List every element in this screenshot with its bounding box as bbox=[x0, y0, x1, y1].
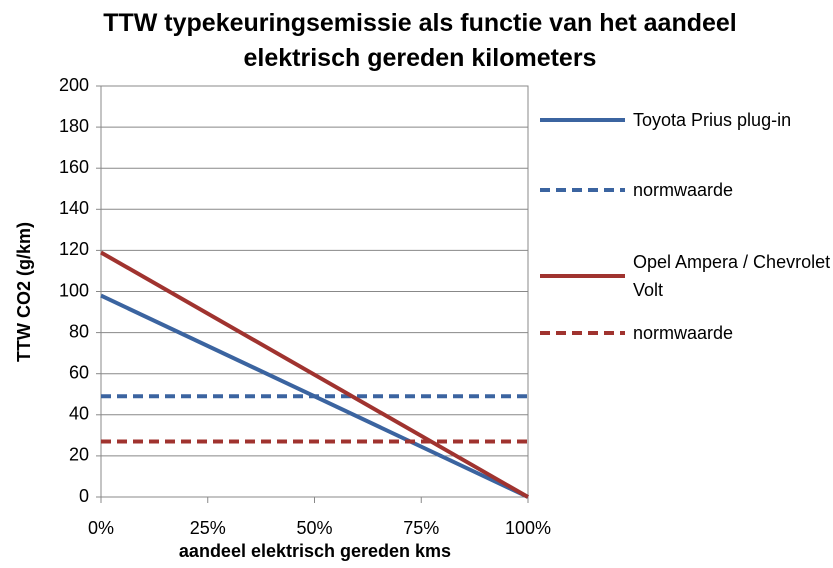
x-tick-label: 75% bbox=[403, 518, 439, 538]
y-tick-label: 20 bbox=[69, 445, 89, 465]
x-tick-label: 0% bbox=[88, 518, 114, 538]
legend-label: Toyota Prius plug-in bbox=[633, 110, 792, 130]
y-tick-label: 80 bbox=[69, 321, 89, 341]
legend-label: Opel Ampera / Chevrolet Volt bbox=[633, 252, 831, 300]
legend-label: normwaarde bbox=[633, 323, 734, 343]
y-tick-label: 160 bbox=[59, 157, 89, 177]
y-axis-label: TTW CO2 (g/km) bbox=[14, 222, 34, 362]
series-line bbox=[100, 250, 529, 499]
y-tick-label: 140 bbox=[59, 198, 89, 218]
legend-label: normwaarde bbox=[633, 180, 734, 200]
x-tick-label: 25% bbox=[190, 518, 226, 538]
y-tick-label: 180 bbox=[59, 116, 89, 136]
y-tick-label: 100 bbox=[59, 280, 89, 300]
x-axis-label: aandeel elektrisch gereden kms bbox=[179, 541, 451, 561]
x-tick-label: 100% bbox=[505, 518, 551, 538]
x-tick-label: 50% bbox=[296, 518, 332, 538]
y-tick-label: 0 bbox=[79, 486, 89, 506]
y-tick-label: 200 bbox=[59, 75, 89, 95]
chart-title: TTW typekeuringsemissie als functie van … bbox=[103, 9, 737, 72]
plot-border bbox=[100, 85, 529, 498]
y-tick-label: 120 bbox=[59, 239, 89, 259]
y-tick-label: 60 bbox=[69, 362, 89, 382]
y-tick-label: 40 bbox=[69, 404, 89, 424]
